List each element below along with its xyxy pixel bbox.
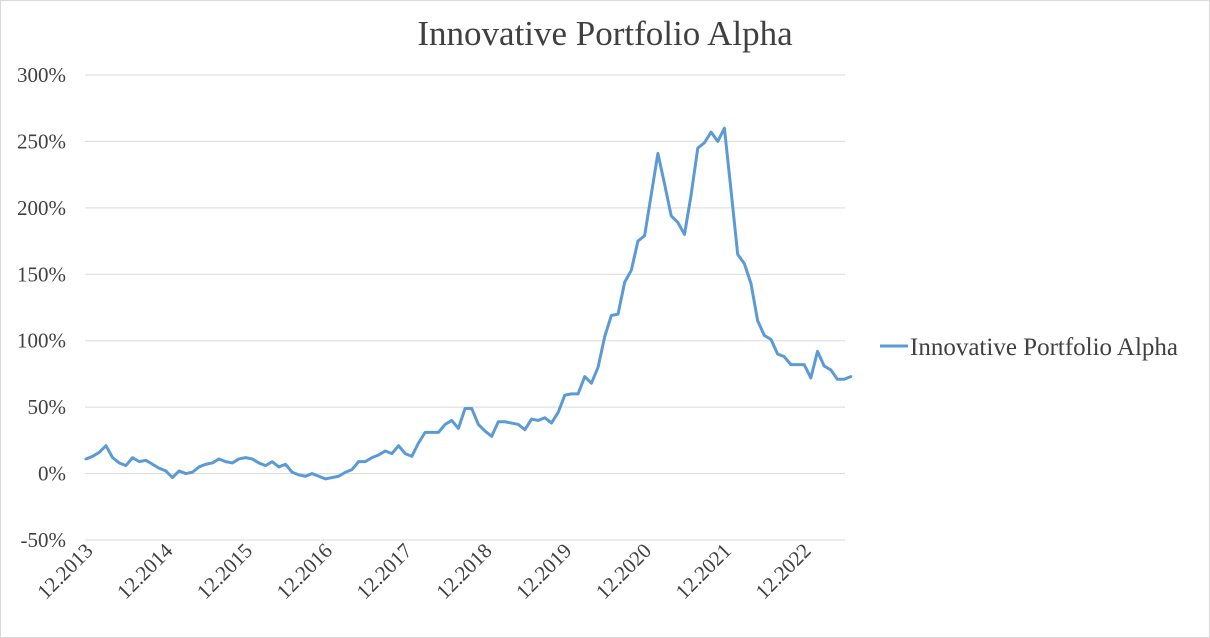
x-tick-label: 12.2020 (591, 539, 656, 604)
y-tick-label: 0% (38, 462, 66, 486)
series-layer (84, 126, 853, 481)
x-tick-label: 12.2016 (272, 539, 337, 604)
x-tick-label: 12.2015 (192, 539, 257, 604)
y-tick-label: 100% (17, 329, 66, 353)
x-tick-label: 12.2017 (352, 539, 417, 604)
y-axis-tick-labels: -50% 0% 50% 100% 150% 200% 250% 300% (17, 63, 66, 552)
y-tick-label: -50% (21, 528, 67, 552)
x-tick-label: 12.2022 (751, 539, 816, 604)
x-tick-label: 12.2014 (112, 538, 178, 604)
legend-label-innovative-portfolio-alpha: Innovative Portfolio Alpha (910, 334, 1178, 361)
y-tick-label: 250% (17, 129, 66, 153)
y-tick-label: 150% (17, 262, 66, 286)
y-tick-label: 300% (17, 63, 66, 87)
x-tick-label: 12.2021 (671, 539, 736, 604)
chart-title: Innovative Portfolio Alpha (417, 14, 793, 53)
x-tick-label: 12.2019 (511, 539, 576, 604)
x-tick-label: 12.2018 (431, 539, 496, 604)
gridlines (85, 74, 845, 541)
series-line-innovative-portfolio-alpha (84, 126, 853, 481)
y-tick-label: 50% (28, 395, 67, 419)
x-axis-tick-labels: 12.2013 12.2014 12.2015 12.2016 12.2017 12.20… (32, 538, 815, 604)
y-tick-label: 200% (17, 196, 66, 220)
legend: Innovative Portfolio Alpha (880, 334, 1178, 361)
